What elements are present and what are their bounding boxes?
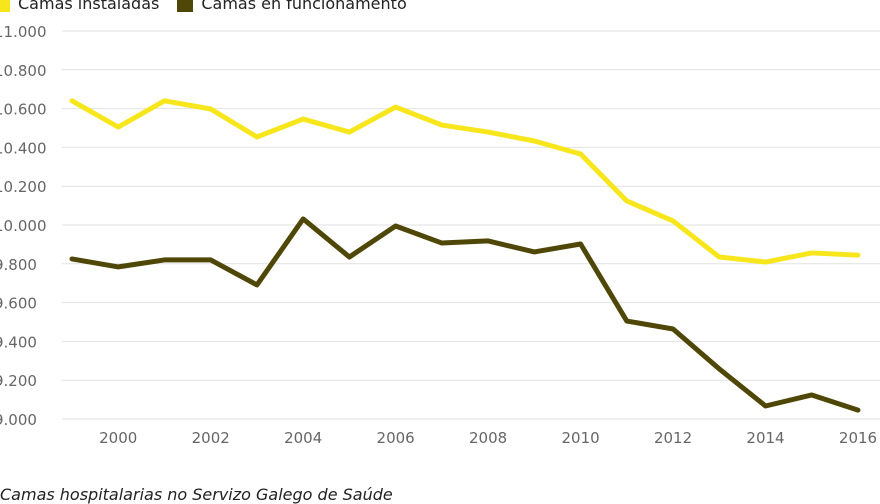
- x-tick-label: 2008: [469, 429, 507, 447]
- x-tick-label: 2002: [192, 429, 230, 447]
- y-tick-label: 10.000: [0, 217, 47, 235]
- x-tick-label: 2006: [377, 429, 415, 447]
- y-tick-label: 9.400: [0, 333, 37, 351]
- series-line-1: [72, 219, 858, 410]
- x-tick-label: 2010: [561, 429, 599, 447]
- y-tick-label: 10.800: [0, 62, 47, 80]
- x-tick-label: 2000: [99, 429, 137, 447]
- y-tick-label: 9.000: [0, 411, 37, 429]
- y-tick-label: 10.200: [0, 178, 47, 196]
- y-tick-label: 11.000: [0, 23, 47, 41]
- x-tick-label: 2012: [654, 429, 692, 447]
- x-tick-label: 2004: [284, 429, 322, 447]
- y-tick-label: 9.800: [0, 256, 37, 274]
- x-tick-label: 2016: [839, 429, 877, 447]
- x-tick-label: 2014: [746, 429, 784, 447]
- y-tick-label: 10.600: [0, 101, 47, 119]
- y-tick-label: 9.600: [0, 295, 37, 313]
- y-tick-label: 9.200: [0, 372, 37, 390]
- series-line-0: [72, 101, 858, 262]
- y-tick-label: 10.400: [0, 139, 47, 157]
